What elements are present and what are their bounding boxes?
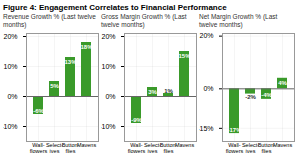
svg-text:Select-ives: Select-ives — [242, 142, 259, 154]
html-text:Figure 4: Engagement Correlate: Figure 4: Engagement Correlates to Finan… — [3, 3, 227, 12]
svg-text:-10%: -10% — [101, 123, 116, 130]
svg-text:Select-ives: Select-ives — [144, 142, 161, 154]
svg-text:20%: 20% — [199, 32, 213, 39]
svg-text:Mavens: Mavens — [175, 142, 195, 148]
svg-text:-10%: -10% — [3, 123, 18, 130]
html-text:Button-: Button- — [61, 142, 80, 149]
svg-text:20%: 20% — [3, 33, 17, 40]
svg-text:4%: 4% — [278, 80, 287, 86]
html-text:Gross Margin Growth % (Last tw: Gross Margin Growth % (Last twelve month… — [101, 13, 187, 28]
svg-text:13%: 13% — [64, 59, 77, 65]
svg-text:Select-ives: Select-ives — [46, 142, 63, 154]
svg-text:18%: 18% — [80, 44, 93, 50]
svg-text:-17%: -17% — [227, 127, 242, 133]
svg-text:0%: 0% — [7, 93, 17, 100]
svg-text:3%: 3% — [148, 89, 157, 95]
html-text:Net Margin Growth % (Last twel: Net Margin Growth % (Last twelve months) — [199, 13, 278, 28]
svg-text:1%: 1% — [164, 88, 173, 94]
svg-text:10%: 10% — [101, 63, 115, 70]
html-text:flies: flies — [163, 147, 174, 154]
html-text:Button-: Button- — [257, 142, 276, 149]
svg-text:0%: 0% — [203, 85, 213, 92]
svg-text:-9%: -9% — [131, 117, 142, 123]
svg-text:Wall-flowers: Wall-flowers — [128, 142, 146, 154]
svg-text:Mavens: Mavens — [273, 142, 293, 148]
svg-text:Wall-flowers: Wall-flowers — [226, 142, 244, 154]
svg-text:-2%: -2% — [245, 94, 256, 100]
svg-text:10%: 10% — [3, 63, 17, 70]
svg-text:-15%: -15% — [199, 125, 214, 132]
svg-text:Mavens: Mavens — [77, 142, 97, 148]
svg-text:20%: 20% — [101, 33, 115, 40]
svg-text:-6%: -6% — [33, 108, 44, 114]
svg-text:5%: 5% — [50, 83, 59, 89]
html-text:flies: flies — [261, 147, 272, 154]
svg-text:0%: 0% — [105, 93, 115, 100]
html-text:flies: flies — [65, 147, 76, 154]
svg-text:15%: 15% — [178, 53, 191, 59]
svg-text:-4%: -4% — [261, 92, 272, 98]
html-text:Button-: Button- — [159, 142, 178, 149]
svg-text:Wall-flowers: Wall-flowers — [30, 142, 48, 154]
html-text:Revenue Growth % (Last twelve: Revenue Growth % (Last twelve months) — [3, 13, 96, 28]
